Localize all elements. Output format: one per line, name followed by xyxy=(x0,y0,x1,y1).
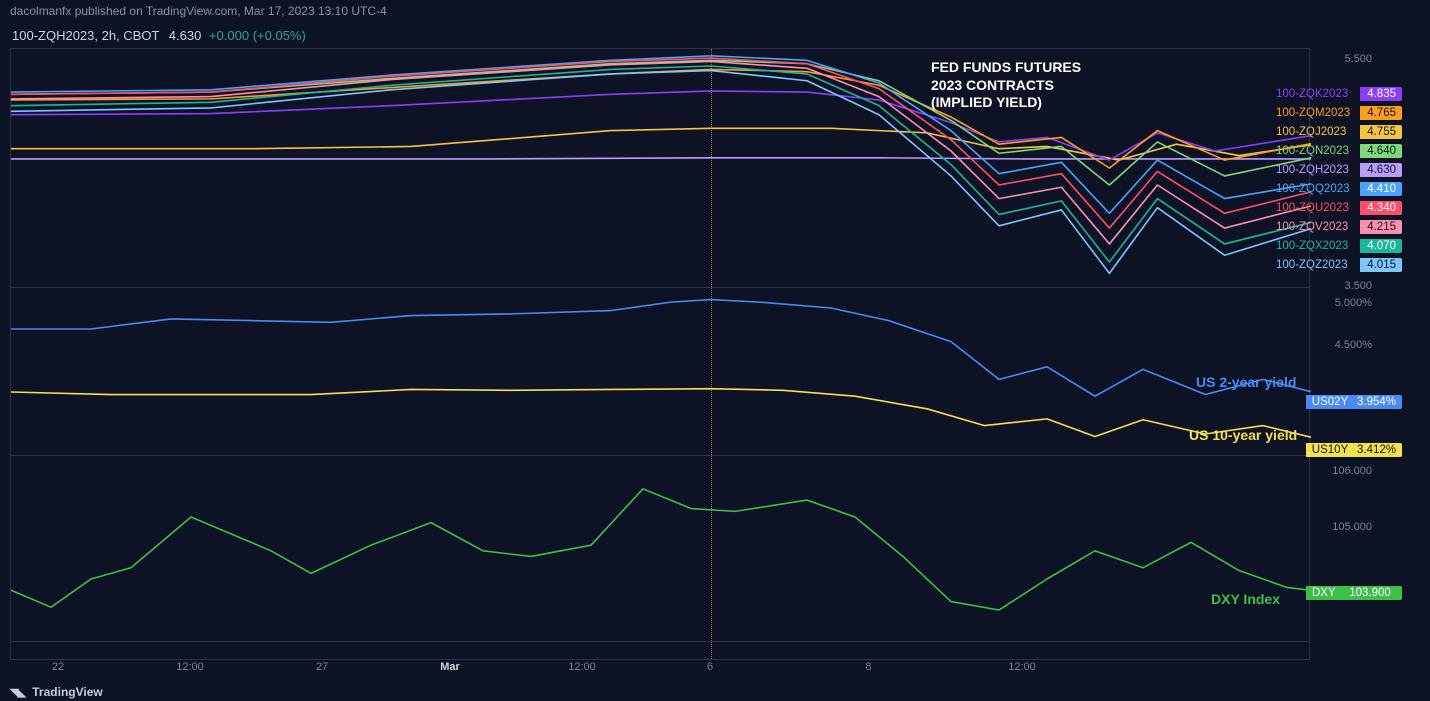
y-tick-label: 5.000% xyxy=(1335,297,1372,309)
panel-separator xyxy=(11,641,1309,642)
series-line xyxy=(11,91,1311,160)
legend-label: 100-ZQX2023 xyxy=(1272,239,1360,253)
x-tick-label: 8 xyxy=(865,661,871,673)
y-tick-label: 3.500 xyxy=(1344,280,1372,292)
x-tick-label: 27 xyxy=(316,661,328,673)
legend-label: 100-ZQN2023 xyxy=(1272,144,1360,158)
legend-label: 100-ZQZ2023 xyxy=(1272,258,1360,272)
series-annotation-dxy: DXY Index xyxy=(1211,591,1280,609)
x-tick-label: 12:00 xyxy=(1008,661,1036,673)
legend-value: 4.410 xyxy=(1360,182,1402,196)
x-axis: 22 12:00 27 Mar 12:00 6 8 12:00 xyxy=(10,661,1310,679)
y-tick-label: 106.000 xyxy=(1332,465,1372,477)
legend-item[interactable]: 100-ZQX20234.070 xyxy=(1268,238,1406,254)
ticker-symbol: 100-ZQH2023, 2h, CBOT xyxy=(12,28,159,43)
y-tick-label: 5.500 xyxy=(1344,53,1372,65)
x-tick-label: 22 xyxy=(52,661,64,673)
legend-value: 4.835 xyxy=(1360,87,1402,101)
series-line xyxy=(11,60,1311,185)
series-line xyxy=(11,128,1311,160)
legend-label: 100-ZQV2023 xyxy=(1272,220,1360,234)
brand-text: TradingView xyxy=(32,685,102,699)
footer-brand: ◥◣ TradingView xyxy=(10,685,103,699)
legend-value: US10Y 3.412% xyxy=(1306,443,1402,457)
series-annotation-us2y: US 2-year yield xyxy=(1196,374,1296,392)
legend-item[interactable]: US02Y 3.954% xyxy=(1302,394,1406,410)
legend-label: 100-ZQJ2023 xyxy=(1272,125,1360,139)
legend-label: 100-ZQQ2023 xyxy=(1272,182,1360,196)
series-line xyxy=(11,489,1311,610)
legend-value: 4.640 xyxy=(1360,144,1402,158)
x-tick-label: 12:00 xyxy=(568,661,596,673)
series-line xyxy=(11,66,1311,262)
chart-title-annotation: FED FUNDS FUTURES 2023 CONTRACTS (IMPLIE… xyxy=(931,59,1081,112)
x-tick-label: 12:00 xyxy=(176,661,204,673)
legend-value: 4.755 xyxy=(1360,125,1402,139)
x-tick-label: Mar xyxy=(440,661,460,673)
ticker-value: 4.630 xyxy=(169,28,202,43)
series-line xyxy=(11,389,1311,438)
legend-item[interactable]: 100-ZQV20234.215 xyxy=(1268,219,1406,235)
publish-text: dacolmanfx published on TradingView.com,… xyxy=(10,4,387,18)
series-line xyxy=(11,58,1311,228)
legend-item[interactable]: 100-ZQK20234.835 xyxy=(1268,86,1406,102)
legend-item[interactable]: US10Y 3.412% xyxy=(1302,442,1406,458)
tv-logo-icon: ◥◣ xyxy=(10,687,25,699)
series-line xyxy=(11,61,1311,243)
series-line xyxy=(11,71,1311,274)
x-tick-label: 6 xyxy=(707,661,713,673)
legend-item[interactable]: 100-ZQJ20234.755 xyxy=(1268,124,1406,140)
legend-item[interactable]: DXY 103.900 xyxy=(1302,585,1406,601)
y-tick-label: 4.500% xyxy=(1335,339,1372,351)
legend-item[interactable]: 100-ZQQ20234.410 xyxy=(1268,181,1406,197)
series-annotation-us10y: US 10-year yield xyxy=(1189,427,1297,445)
legend-item[interactable]: 100-ZQZ20234.015 xyxy=(1268,257,1406,273)
chart-area[interactable]: FED FUNDS FUTURES 2023 CONTRACTS (IMPLIE… xyxy=(10,48,1310,660)
legend-label: 100-ZQH2023 xyxy=(1272,163,1360,177)
legend-item[interactable]: 100-ZQU20234.340 xyxy=(1268,200,1406,216)
y-tick-label: 105.000 xyxy=(1332,521,1372,533)
legend-value: 4.765 xyxy=(1360,106,1402,120)
ticker-change: +0.000 (+0.05%) xyxy=(209,28,306,43)
legend-value: DXY 103.900 xyxy=(1306,586,1402,600)
series-line xyxy=(11,56,1311,214)
legend-item[interactable]: 100-ZQM20234.765 xyxy=(1268,105,1406,121)
legend-item[interactable]: 100-ZQN20234.640 xyxy=(1268,143,1406,159)
ticker-line: 100-ZQH2023, 2h, CBOT 4.630 +0.000 (+0.0… xyxy=(0,22,1430,49)
publish-header: dacolmanfx published on TradingView.com,… xyxy=(0,0,1430,22)
legend-value: 4.340 xyxy=(1360,201,1402,215)
series-line xyxy=(11,300,1311,397)
legend-label: 100-ZQU2023 xyxy=(1272,201,1360,215)
legend-label: 100-ZQM2023 xyxy=(1272,106,1360,120)
legend-label: 100-ZQK2023 xyxy=(1272,87,1360,101)
legend-item[interactable]: 100-ZQH20234.630 xyxy=(1268,162,1406,178)
legend-value: US02Y 3.954% xyxy=(1306,395,1402,409)
legend-value: 4.070 xyxy=(1360,239,1402,253)
legend-value: 4.630 xyxy=(1360,163,1402,177)
legend-value: 4.215 xyxy=(1360,220,1402,234)
series-line xyxy=(11,69,1311,168)
legend-value: 4.015 xyxy=(1360,258,1402,272)
